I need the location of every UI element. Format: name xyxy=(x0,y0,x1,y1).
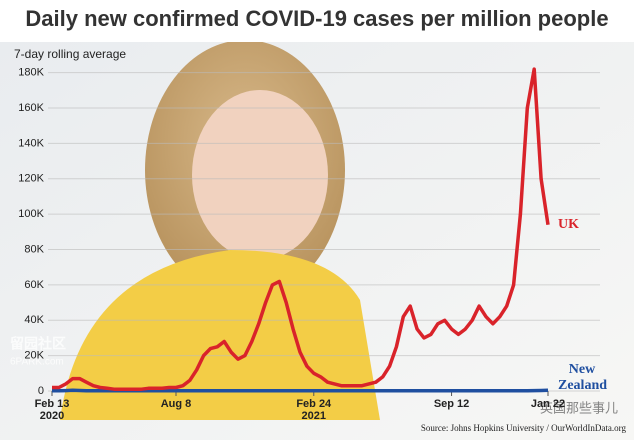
source: Source: Johns Hopkins University / OurWo… xyxy=(421,423,627,433)
x-tick-label: Jan 22 xyxy=(530,398,566,410)
x-tick-label: Feb 24 2021 xyxy=(296,398,332,422)
y-tick-label: 100K xyxy=(18,208,44,220)
x-tick-label: Sep 12 xyxy=(433,398,470,410)
series-label: New Zealand xyxy=(558,362,608,394)
y-tick-label: 80K xyxy=(24,243,44,255)
y-tick-label: 160K xyxy=(18,102,44,114)
series-line xyxy=(52,67,550,391)
y-tick-label: 20K xyxy=(24,350,44,362)
photo-face xyxy=(192,90,328,260)
y-tick-label: 120K xyxy=(18,173,44,185)
chart-title: Daily new confirmed COVID-19 cases per m… xyxy=(25,6,608,31)
watermark: 留园社区 xyxy=(10,336,66,352)
chart-subtitle: 7-day rolling average xyxy=(14,47,126,61)
y-tick-label: 40K xyxy=(24,314,44,326)
y-tick-label: 140K xyxy=(18,137,44,149)
y-tick-label: 0 xyxy=(38,385,44,397)
x-tick-label: Aug 8 xyxy=(160,398,192,410)
watermark: 英国那些事儿 xyxy=(540,400,618,415)
x-tick-label: Feb 13 2020 xyxy=(34,398,70,422)
watermark: 6PARK.com xyxy=(10,357,64,368)
y-tick-label: 180K xyxy=(18,67,44,79)
series-label: UK xyxy=(558,216,579,232)
y-tick-label: 60K xyxy=(24,279,44,291)
title-bar xyxy=(0,0,634,42)
photo-sweater xyxy=(60,250,380,420)
